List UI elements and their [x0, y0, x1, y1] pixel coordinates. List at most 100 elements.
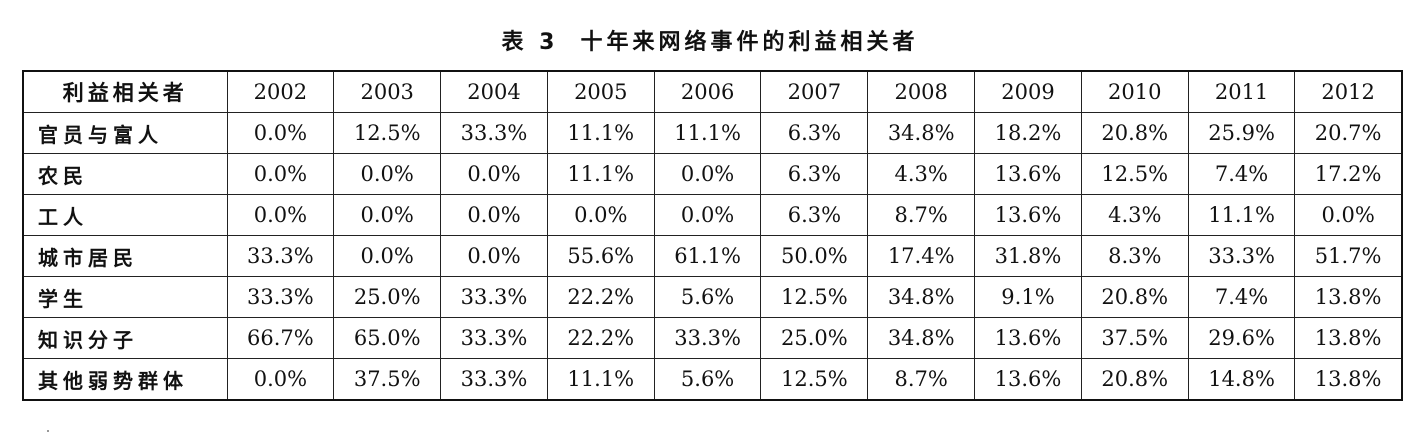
percentage-cell: 0.0%	[333, 194, 442, 236]
percentage-cell: 0.0%	[440, 235, 548, 277]
stakeholder-label: 学生	[22, 276, 228, 318]
percentage-cell: 0.0%	[440, 153, 548, 195]
percentage-cell: 5.6%	[653, 276, 762, 318]
percentage-cell: 4.3%	[867, 153, 976, 195]
percentage-cell: 0.0%	[226, 112, 335, 154]
percentage-cell: 20.8%	[1080, 358, 1189, 401]
percentage-cell: 51.7%	[1294, 235, 1403, 277]
percentage-cell: 33.3%	[440, 317, 548, 359]
stakeholder-label: 工人	[22, 194, 228, 236]
percentage-cell: 6.3%	[760, 153, 869, 195]
percentage-cell: 8.7%	[867, 358, 976, 401]
percentage-cell: 0.0%	[1294, 194, 1403, 236]
percentage-cell: 18.2%	[974, 112, 1082, 154]
percentage-cell: 20.7%	[1294, 112, 1403, 154]
scan-speck	[47, 430, 49, 432]
percentage-cell: 11.1%	[546, 153, 655, 195]
percentage-cell: 0.0%	[440, 194, 548, 236]
stakeholder-table: 利益相关者 2002 2003 2004 2005 2006 2007 2008…	[22, 70, 1403, 401]
percentage-cell: 33.3%	[653, 317, 762, 359]
percentage-cell: 0.0%	[653, 153, 762, 195]
percentage-cell: 25.0%	[333, 276, 442, 318]
stakeholder-label: 官员与富人	[22, 112, 228, 154]
stakeholder-label: 知识分子	[22, 317, 228, 359]
percentage-cell: 6.3%	[760, 194, 869, 236]
year-header: 2010	[1080, 70, 1189, 113]
table-row: 工人 0.0% 0.0% 0.0% 0.0% 0.0% 6.3% 8.7% 13.6% 4.3% 1…	[22, 194, 1403, 236]
percentage-cell: 8.7%	[867, 194, 976, 236]
year-header: 2006	[653, 70, 762, 113]
percentage-cell: 61.1%	[653, 235, 762, 277]
percentage-cell: 25.0%	[760, 317, 869, 359]
percentage-cell: 34.8%	[867, 317, 976, 359]
percentage-cell: 65.0%	[333, 317, 442, 359]
table-body: 官员与富人 0.0% 12.5% 33.3% 11.1% 11.1% 6.3% 34.8% 18…	[22, 112, 1403, 401]
percentage-cell: 22.2%	[546, 317, 655, 359]
percentage-cell: 0.0%	[653, 194, 762, 236]
year-header: 2011	[1187, 70, 1296, 113]
corner-header: 利益相关者	[22, 70, 228, 113]
percentage-cell: 13.8%	[1294, 358, 1403, 401]
table-row: 城市居民 33.3% 0.0% 0.0% 55.6% 61.1% 50.0% 17.4% 31.…	[22, 235, 1403, 277]
percentage-cell: 13.6%	[974, 358, 1082, 401]
percentage-cell: 0.0%	[226, 358, 335, 401]
percentage-cell: 12.5%	[760, 276, 869, 318]
percentage-cell: 50.0%	[760, 235, 869, 277]
percentage-cell: 66.7%	[226, 317, 335, 359]
percentage-cell: 33.3%	[440, 276, 548, 318]
percentage-cell: 11.1%	[546, 112, 655, 154]
percentage-cell: 55.6%	[546, 235, 655, 277]
table-row: 学生 33.3% 25.0% 33.3% 22.2% 5.6% 12.5% 34.8% 9.1%…	[22, 276, 1403, 318]
percentage-cell: 14.8%	[1187, 358, 1296, 401]
year-header: 2012	[1294, 70, 1403, 113]
percentage-cell: 13.8%	[1294, 276, 1403, 318]
table-row: 农民 0.0% 0.0% 0.0% 11.1% 0.0% 6.3% 4.3% 13.6% 12.5…	[22, 153, 1403, 195]
percentage-cell: 4.3%	[1080, 194, 1189, 236]
percentage-cell: 17.4%	[867, 235, 976, 277]
table-row: 其他弱势群体 0.0% 37.5% 33.3% 11.1% 5.6% 12.5% 8.7% 13…	[22, 358, 1403, 401]
table-row: 知识分子 66.7% 65.0% 33.3% 22.2% 33.3% 25.0% 34.8% 1…	[22, 317, 1403, 359]
year-header: 2009	[974, 70, 1082, 113]
year-header: 2008	[867, 70, 976, 113]
percentage-cell: 31.8%	[974, 235, 1082, 277]
percentage-cell: 34.8%	[867, 276, 976, 318]
table-row: 官员与富人 0.0% 12.5% 33.3% 11.1% 11.1% 6.3% 34.8% 18…	[22, 112, 1403, 154]
percentage-cell: 20.8%	[1080, 276, 1189, 318]
stakeholder-label: 农民	[22, 153, 228, 195]
percentage-cell: 13.6%	[974, 153, 1082, 195]
percentage-cell: 11.1%	[1187, 194, 1296, 236]
percentage-cell: 0.0%	[546, 194, 655, 236]
percentage-cell: 17.2%	[1294, 153, 1403, 195]
percentage-cell: 33.3%	[226, 235, 335, 277]
percentage-cell: 25.9%	[1187, 112, 1296, 154]
percentage-cell: 34.8%	[867, 112, 976, 154]
percentage-cell: 12.5%	[333, 112, 442, 154]
percentage-cell: 0.0%	[333, 235, 442, 277]
percentage-cell: 20.8%	[1080, 112, 1189, 154]
header-row: 利益相关者 2002 2003 2004 2005 2006 2007 2008…	[22, 70, 1403, 113]
percentage-cell: 11.1%	[546, 358, 655, 401]
percentage-cell: 9.1%	[974, 276, 1082, 318]
stakeholder-label: 城市居民	[22, 235, 228, 277]
percentage-cell: 0.0%	[333, 153, 442, 195]
percentage-cell: 29.6%	[1187, 317, 1296, 359]
percentage-cell: 6.3%	[760, 112, 869, 154]
percentage-cell: 7.4%	[1187, 153, 1296, 195]
percentage-cell: 11.1%	[653, 112, 762, 154]
percentage-cell: 33.3%	[440, 358, 548, 401]
table-number: 表 3	[501, 30, 559, 55]
percentage-cell: 12.5%	[1080, 153, 1189, 195]
percentage-cell: 33.3%	[1187, 235, 1296, 277]
year-header: 2003	[333, 70, 442, 113]
percentage-cell: 37.5%	[333, 358, 442, 401]
table-caption: 表 3 十年来网络事件的利益相关者	[0, 24, 1420, 56]
year-header: 2007	[760, 70, 869, 113]
percentage-cell: 13.6%	[974, 194, 1082, 236]
year-header: 2005	[546, 70, 655, 113]
year-header: 2002	[226, 70, 335, 113]
percentage-cell: 13.8%	[1294, 317, 1403, 359]
percentage-cell: 8.3%	[1080, 235, 1189, 277]
percentage-cell: 33.3%	[226, 276, 335, 318]
percentage-cell: 13.6%	[974, 317, 1082, 359]
percentage-cell: 5.6%	[653, 358, 762, 401]
